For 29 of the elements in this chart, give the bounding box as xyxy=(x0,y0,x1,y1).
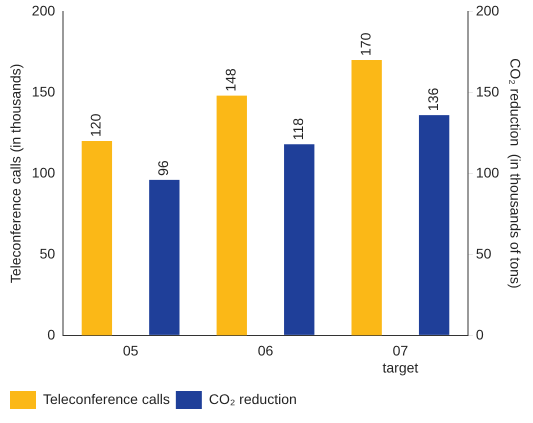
data-label: 96 xyxy=(155,160,172,176)
y-tick-label: 150 xyxy=(32,83,56,100)
x-tick-label: 05 xyxy=(122,342,139,359)
bar xyxy=(418,115,450,335)
bar xyxy=(82,141,112,336)
x-tick-label: 06 xyxy=(258,342,274,359)
bar xyxy=(149,180,180,335)
y-tick-label: 200 xyxy=(32,2,56,18)
legend-label: Teleconference calls xyxy=(43,390,170,407)
y2-axis-title: CO₂ reduction (in thousands of tons) xyxy=(508,58,524,289)
y2-tick-label: 0 xyxy=(476,326,484,342)
y2-tick-label: 50 xyxy=(476,245,492,262)
y-tick-label: 50 xyxy=(40,245,56,262)
y2-tick-label: 200 xyxy=(476,2,500,18)
bar xyxy=(351,60,382,336)
y-tick-label: 100 xyxy=(32,164,56,180)
data-label: 148 xyxy=(222,68,239,92)
y-tick-label: 0 xyxy=(47,326,56,342)
y2-tick-label: 150 xyxy=(476,83,500,100)
data-label: 118 xyxy=(290,118,306,140)
x-tick-label: 07 target xyxy=(382,342,418,376)
legend-label: CO₂ reduction xyxy=(208,390,297,407)
y2-tick-label: 100 xyxy=(476,164,500,180)
data-label: 170 xyxy=(358,32,374,56)
y-axis-title: Teleconference calls (in thousands) xyxy=(7,64,24,284)
data-label: 136 xyxy=(424,88,441,112)
bar xyxy=(216,96,247,336)
bar xyxy=(284,144,314,335)
data-label: 120 xyxy=(88,113,104,137)
